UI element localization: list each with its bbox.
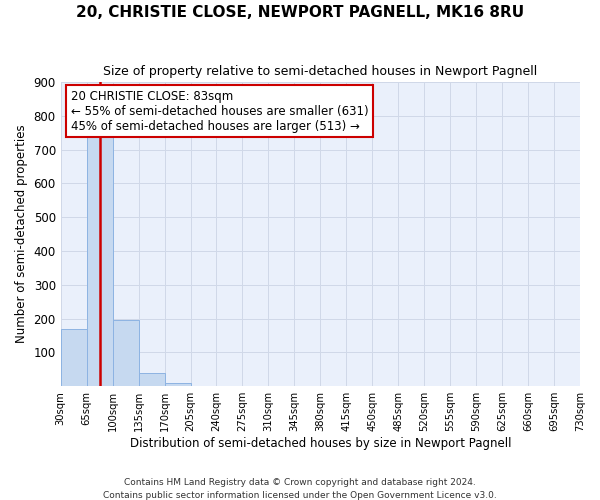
Bar <box>139 374 164 386</box>
Text: Contains HM Land Registry data © Crown copyright and database right 2024.
Contai: Contains HM Land Registry data © Crown c… <box>103 478 497 500</box>
Text: 20, CHRISTIE CLOSE, NEWPORT PAGNELL, MK16 8RU: 20, CHRISTIE CLOSE, NEWPORT PAGNELL, MK1… <box>76 5 524 20</box>
X-axis label: Distribution of semi-detached houses by size in Newport Pagnell: Distribution of semi-detached houses by … <box>130 437 511 450</box>
Bar <box>61 328 86 386</box>
Bar <box>86 136 113 386</box>
Text: 20 CHRISTIE CLOSE: 83sqm
← 55% of semi-detached houses are smaller (631)
45% of : 20 CHRISTIE CLOSE: 83sqm ← 55% of semi-d… <box>71 90 368 132</box>
Y-axis label: Number of semi-detached properties: Number of semi-detached properties <box>15 125 28 344</box>
Bar <box>113 320 139 386</box>
Title: Size of property relative to semi-detached houses in Newport Pagnell: Size of property relative to semi-detach… <box>103 65 538 78</box>
Bar <box>164 383 191 386</box>
